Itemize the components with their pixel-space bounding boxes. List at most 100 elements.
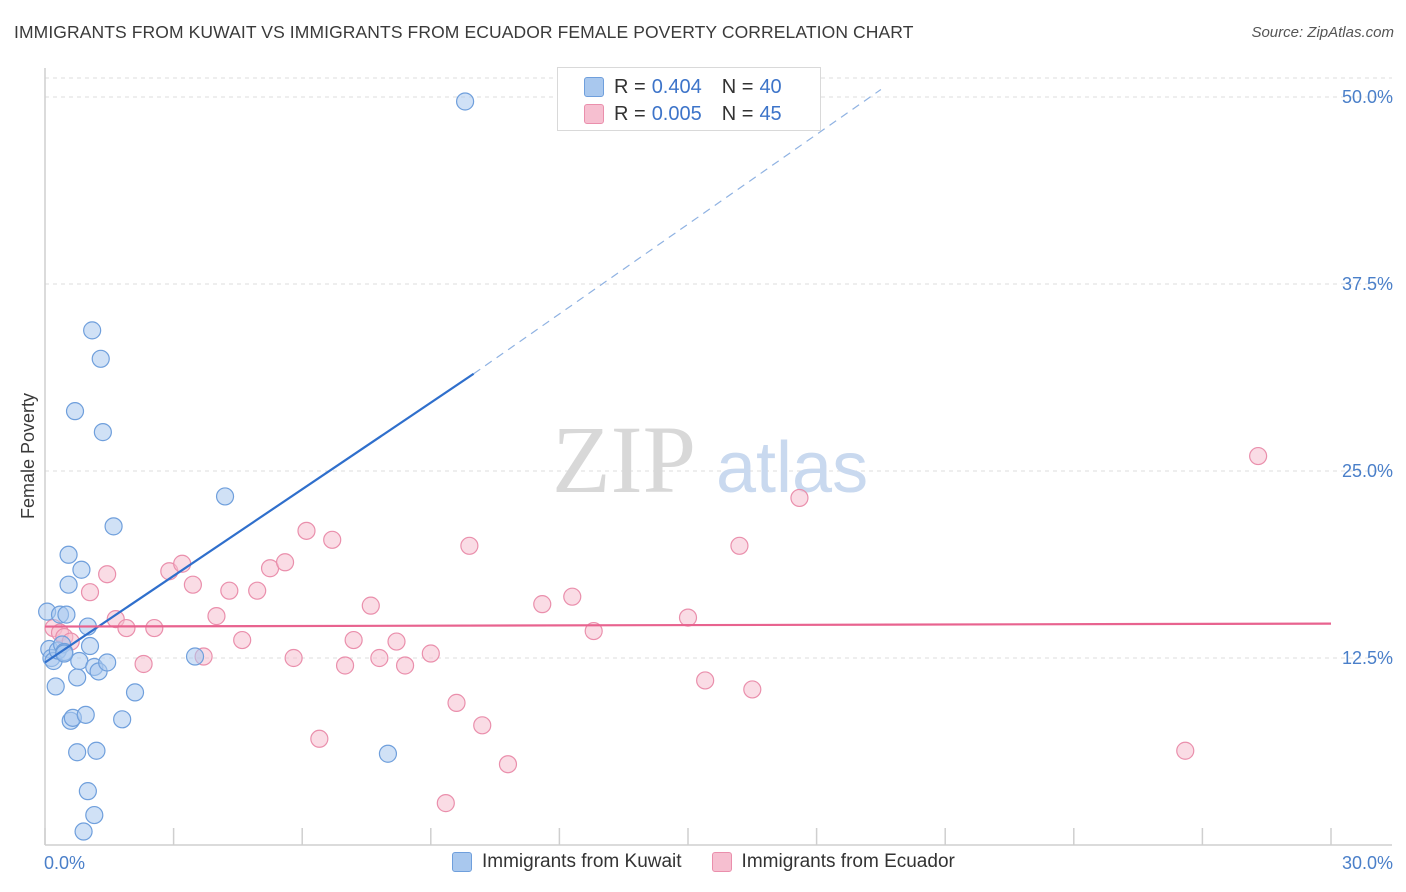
y-axis-label: Female Poverty xyxy=(18,393,38,519)
n-value: 40 xyxy=(759,75,782,98)
ecuador-point xyxy=(297,521,316,540)
ecuador-point xyxy=(344,630,363,650)
kuwait-point xyxy=(185,647,205,666)
kuwait-point xyxy=(125,683,145,702)
ecuador-point xyxy=(248,581,267,600)
watermark-zip: ZIP xyxy=(552,406,696,513)
ecuador-point xyxy=(275,553,295,572)
kuwait-swatch xyxy=(584,77,604,97)
legend-label: Immigrants from Kuwait xyxy=(482,851,682,872)
kuwait-point xyxy=(55,644,74,663)
legend-row-kuwait: R = 0.404 N = 40 xyxy=(584,75,782,99)
kuwait-point xyxy=(78,782,97,801)
ecuador-point xyxy=(284,648,303,668)
kuwait-point xyxy=(76,705,95,724)
ecuador-point xyxy=(183,575,202,594)
ecuador-point xyxy=(563,587,582,606)
kuwait-point xyxy=(68,668,87,687)
ecuador-point xyxy=(395,656,415,675)
ecuador-point xyxy=(117,618,136,638)
ecuador-point xyxy=(207,607,226,626)
legend-item-ecuador[interactable]: Immigrants from Ecuador xyxy=(711,851,955,873)
ecuador-swatch xyxy=(711,852,732,872)
ecuador-point xyxy=(370,648,389,668)
kuwait-point xyxy=(74,822,93,841)
axes xyxy=(44,68,1392,846)
kuwait-point xyxy=(98,653,117,672)
ecuador-point xyxy=(790,488,809,508)
x-tick-label: 30.0% xyxy=(1342,853,1393,873)
correlation-legend: R = 0.404 N = 40 R = 0.005 N = 45 xyxy=(557,67,821,131)
ecuador-point xyxy=(436,794,455,813)
kuwait-point xyxy=(104,517,123,536)
kuwait-point xyxy=(46,677,65,696)
ecuador-point xyxy=(498,755,518,774)
ecuador-point xyxy=(460,536,479,555)
ecuador-points xyxy=(44,446,1268,813)
ecuador-point xyxy=(323,530,342,549)
kuwait-point xyxy=(87,741,106,760)
n-label: N = xyxy=(721,75,754,98)
n-label: N = xyxy=(721,102,754,125)
kuwait-swatch xyxy=(452,852,472,872)
series-legend: Immigrants from Kuwait Immigrants from E… xyxy=(452,851,985,873)
kuwait-point xyxy=(215,487,235,506)
y-tick-label: 12.5% xyxy=(1342,648,1393,668)
ecuador-point xyxy=(743,680,762,699)
ecuador-point xyxy=(134,654,153,674)
ecuador-point xyxy=(310,729,329,748)
ecuador-point xyxy=(533,595,552,614)
ecuador-point xyxy=(421,644,440,663)
kuwait-point xyxy=(68,743,87,762)
ecuador-point xyxy=(730,536,749,555)
ecuador-point xyxy=(80,583,100,602)
ecuador-trendline xyxy=(44,622,1332,628)
y-tick-label: 37.5% xyxy=(1342,274,1393,294)
ecuador-swatch xyxy=(584,104,604,124)
source-label: Source: ZipAtlas.com xyxy=(1251,24,1394,41)
r-value: 0.005 xyxy=(651,102,702,125)
kuwait-points xyxy=(38,92,475,841)
ecuador-point xyxy=(98,565,117,584)
ecuador-point xyxy=(1249,446,1268,466)
kuwait-point xyxy=(59,545,78,564)
legend-item-kuwait[interactable]: Immigrants from Kuwait xyxy=(452,851,682,873)
kuwait-point xyxy=(113,710,132,729)
trendlines xyxy=(44,89,1332,664)
ecuador-point xyxy=(233,630,252,650)
r-value: 0.404 xyxy=(651,75,702,98)
kuwait-point xyxy=(80,636,100,656)
kuwait-point xyxy=(85,805,104,825)
kuwait-point xyxy=(378,744,398,763)
kuwait-point xyxy=(59,575,78,594)
watermark: ZIP atlas xyxy=(552,406,868,513)
ecuador-point xyxy=(1176,741,1195,760)
chart-title: IMMIGRANTS FROM KUWAIT VS IMMIGRANTS FRO… xyxy=(14,22,914,42)
ecuador-point xyxy=(447,693,466,712)
kuwait-point xyxy=(91,349,110,368)
kuwait-point xyxy=(72,560,91,579)
kuwait-trendline xyxy=(44,372,475,664)
y-tick-label: 25.0% xyxy=(1342,461,1393,481)
kuwait-point xyxy=(455,92,475,111)
kuwait-point xyxy=(65,402,85,421)
ecuador-point xyxy=(678,608,698,627)
y-tick-label: 50.0% xyxy=(1342,87,1393,107)
x-tick-label: 0.0% xyxy=(44,853,85,873)
tick-labels: 12.5% 25.0% 37.5% 50.0% 0.0% 30.0% xyxy=(44,87,1393,873)
ecuador-point xyxy=(220,581,239,600)
r-label: R = xyxy=(614,75,646,98)
kuwait-trendline-extension xyxy=(473,89,882,375)
r-label: R = xyxy=(614,102,646,125)
ecuador-point xyxy=(696,671,715,690)
ecuador-point xyxy=(335,656,355,675)
legend-row-ecuador: R = 0.005 N = 45 xyxy=(584,102,782,126)
ecuador-point xyxy=(387,632,406,651)
legend-label: Immigrants from Ecuador xyxy=(741,851,955,872)
ecuador-point xyxy=(361,596,380,615)
ecuador-point xyxy=(473,716,492,735)
kuwait-point xyxy=(83,321,102,340)
ecuador-point xyxy=(584,621,603,641)
kuwait-point xyxy=(57,605,76,624)
